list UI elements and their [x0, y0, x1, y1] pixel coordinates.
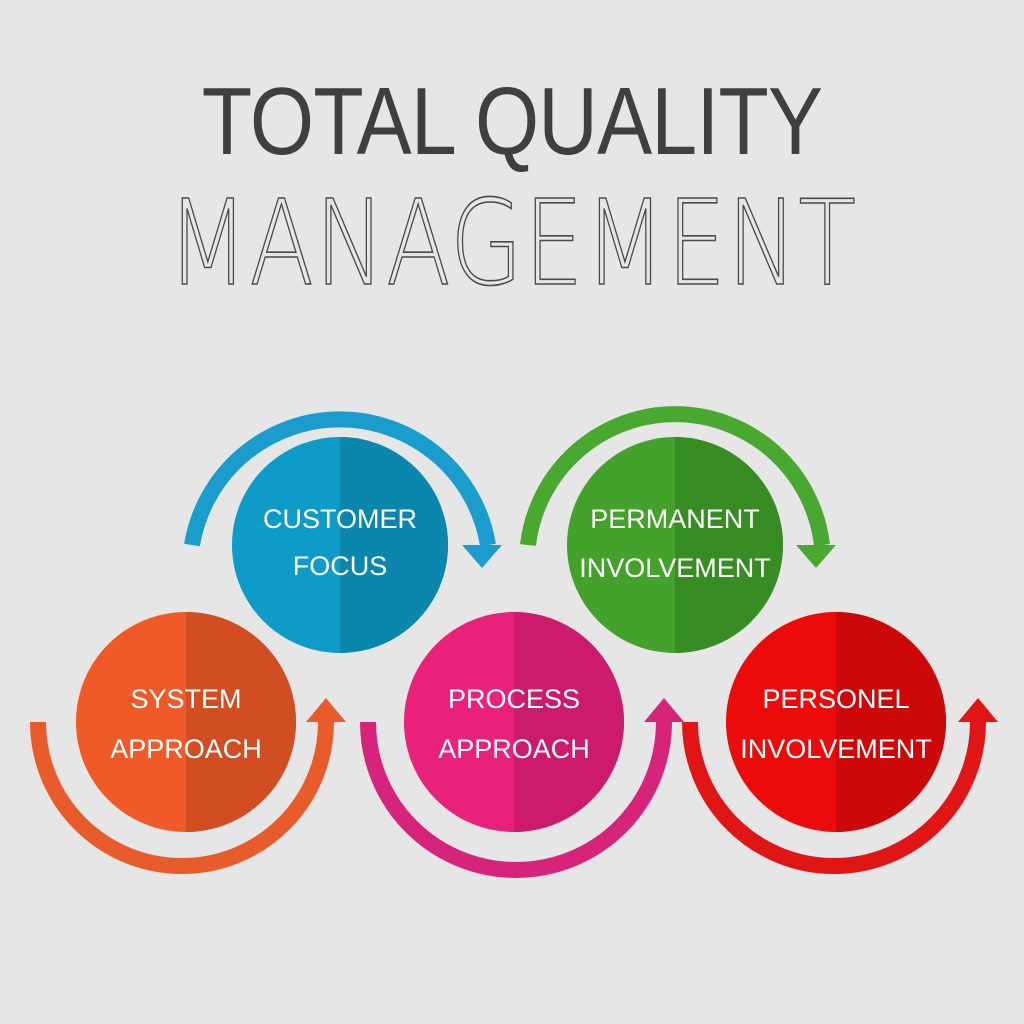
personel-involvement-label-2: INVOLVEMENT — [740, 734, 932, 764]
node-system-approach: SYSTEM APPROACH — [30, 612, 346, 874]
process-approach-label-2: APPROACH — [438, 734, 590, 764]
process-approach-shade — [514, 612, 624, 832]
customer-focus-shade — [340, 437, 448, 653]
personel-involvement-shade — [836, 612, 946, 832]
permanent-involvement-arrow — [520, 406, 830, 546]
system-approach-shade — [186, 612, 296, 832]
node-permanent-involvement: PERMANENT INVOLVEMENT — [520, 406, 836, 653]
process-approach-arrowhead — [644, 698, 684, 722]
title-line-2-text: MANAGEMENT — [166, 174, 857, 312]
node-process-approach: PROCESS APPROACH — [360, 612, 684, 878]
customer-focus-label-1: CUSTOMER — [263, 504, 417, 534]
personel-involvement-arrowhead — [958, 698, 998, 722]
permanent-involvement-shade — [675, 437, 783, 653]
title-line-2: MANAGEMENT — [102, 183, 921, 303]
system-approach-arrow — [30, 721, 334, 874]
personel-involvement-arrow — [682, 721, 986, 874]
permanent-involvement-label-2: INVOLVEMENT — [579, 553, 771, 583]
node-personel-involvement: PERSONEL INVOLVEMENT — [682, 612, 998, 874]
customer-focus-label-2: FOCUS — [293, 551, 388, 581]
permanent-involvement-arrowhead — [796, 545, 836, 568]
system-approach-label-2: APPROACH — [110, 734, 262, 764]
process-approach-label-1: PROCESS — [448, 684, 580, 714]
node-customer-focus: CUSTOMER FOCUS — [184, 411, 502, 653]
process-approach-arrow — [360, 721, 672, 878]
customer-focus-arrowhead — [462, 545, 502, 568]
personel-involvement-label-1: PERSONEL — [762, 684, 909, 714]
permanent-involvement-label-1: PERMANENT — [590, 504, 760, 534]
customer-focus-arrow — [184, 411, 496, 547]
system-approach-arrowhead — [306, 698, 346, 722]
system-approach-label-1: SYSTEM — [130, 684, 241, 714]
title-line-1: TOTAL QUALITY — [201, 68, 823, 175]
